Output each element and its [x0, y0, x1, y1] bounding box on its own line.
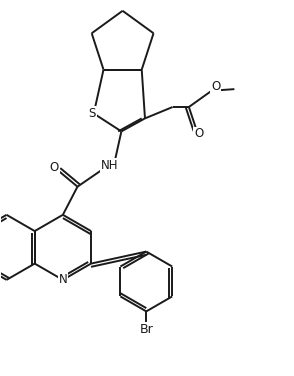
Text: N: N — [59, 273, 67, 287]
Text: Br: Br — [140, 323, 154, 336]
Text: NH: NH — [101, 159, 119, 172]
Text: S: S — [88, 107, 96, 120]
Text: O: O — [194, 127, 203, 141]
Text: O: O — [49, 161, 59, 174]
Text: O: O — [211, 80, 220, 93]
